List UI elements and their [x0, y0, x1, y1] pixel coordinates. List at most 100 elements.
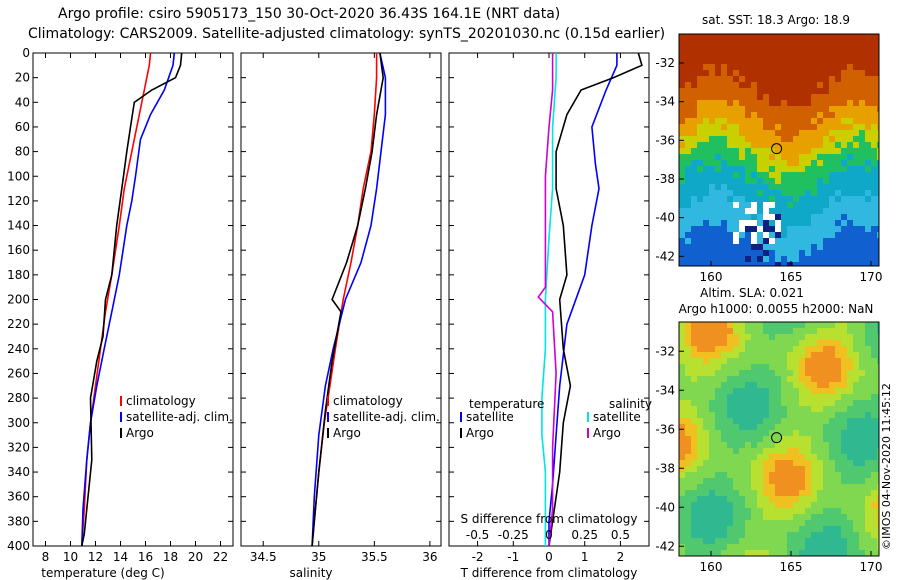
map-cell — [829, 442, 835, 448]
lon-tick-label: 160 — [700, 560, 723, 574]
map-cell — [829, 352, 835, 358]
series-argo — [81, 52, 183, 547]
y-tick-label: 60 — [15, 120, 30, 134]
map-cell — [733, 142, 739, 148]
map-cell — [811, 220, 817, 226]
x-tick-label: 0 — [545, 550, 553, 564]
map-cell — [703, 262, 709, 266]
map-cell — [769, 532, 775, 538]
map-cell — [679, 550, 685, 556]
map-cell — [877, 436, 879, 442]
map-cell — [799, 532, 805, 538]
y-tick-label: 400 — [7, 539, 30, 553]
map-cell — [847, 166, 853, 172]
map-cell — [721, 100, 727, 106]
map-cell — [847, 34, 853, 40]
map-cell — [799, 340, 805, 346]
map-cell — [691, 520, 697, 526]
map-cell — [697, 232, 703, 238]
map-cell — [691, 532, 697, 538]
sla-map-frame — [678, 321, 880, 557]
map-cell — [787, 328, 793, 334]
map-cell — [715, 160, 721, 166]
x-tick-label: 1 — [581, 550, 589, 564]
map-cell — [859, 208, 865, 214]
map-cell — [877, 250, 879, 256]
legend-label: satellite-adj. clim. — [126, 410, 233, 424]
map-cell — [859, 406, 865, 412]
map-cell — [871, 448, 877, 454]
map-cell — [793, 544, 799, 550]
map-cell — [817, 136, 823, 142]
map-cell — [709, 130, 715, 136]
map-cell — [871, 232, 877, 238]
map-cell — [679, 352, 685, 358]
map-cell — [823, 382, 829, 388]
map-cell — [685, 106, 691, 112]
map-cell — [835, 100, 841, 106]
map-cell — [769, 472, 775, 478]
map-cell — [751, 400, 757, 406]
map-cell — [805, 262, 811, 266]
map-cell — [799, 388, 805, 394]
map-cell — [805, 340, 811, 346]
map-cell — [715, 424, 721, 430]
map-cell — [733, 460, 739, 466]
map-cell — [691, 160, 697, 166]
map-cell — [817, 256, 823, 262]
x-tick-label: 2 — [617, 550, 625, 564]
map-cell — [781, 376, 787, 382]
map-cell — [853, 544, 859, 550]
map-cell — [787, 82, 793, 88]
map-cell — [811, 448, 817, 454]
map-cell — [721, 184, 727, 190]
map-cell — [853, 58, 859, 64]
map-cell — [805, 136, 811, 142]
map-cell — [817, 358, 823, 364]
map-cell — [859, 256, 865, 262]
map-cell — [871, 112, 877, 118]
map-cell — [805, 70, 811, 76]
map-cell — [823, 376, 829, 382]
map-cell — [859, 370, 865, 376]
map-cell — [847, 430, 853, 436]
map-cell — [865, 124, 871, 130]
map-cell — [721, 52, 727, 58]
map-cell — [781, 118, 787, 124]
map-cell — [745, 460, 751, 466]
map-cell — [727, 34, 733, 40]
map-cell — [763, 466, 769, 472]
map-cell — [739, 46, 745, 52]
map-cell — [787, 358, 793, 364]
map-cell — [733, 364, 739, 370]
map-cell — [715, 454, 721, 460]
map-cell — [709, 256, 715, 262]
map-cell — [775, 418, 781, 424]
map-cell — [871, 256, 877, 262]
sst-map — [679, 34, 879, 266]
map-cell — [829, 328, 835, 334]
map-cell — [799, 418, 805, 424]
map-cell — [871, 52, 877, 58]
map-cell — [775, 466, 781, 472]
map-cell — [781, 358, 787, 364]
map-cell — [811, 52, 817, 58]
map-cell — [859, 238, 865, 244]
map-cell — [769, 250, 775, 256]
map-cell — [787, 178, 793, 184]
map-cell — [811, 502, 817, 508]
map-cell — [715, 550, 721, 556]
map-cell — [691, 100, 697, 106]
map-cell — [841, 460, 847, 466]
legend-label: satellite-adj. clim. — [333, 410, 440, 424]
map-cell — [745, 172, 751, 178]
map-cell — [859, 448, 865, 454]
map-cell — [751, 94, 757, 100]
map-cell — [841, 262, 847, 266]
map-cell — [829, 412, 835, 418]
map-cell — [679, 184, 685, 190]
map-cell — [709, 88, 715, 94]
map-cell — [721, 34, 727, 40]
map-cell — [697, 196, 703, 202]
map-cell — [835, 106, 841, 112]
